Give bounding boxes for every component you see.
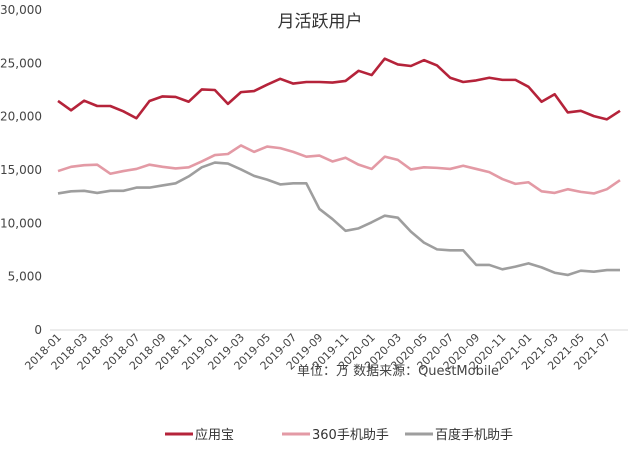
y-tick-label: 10,000 — [0, 216, 42, 230]
y-axis: 0 5,000 10,000 15,000 20,000 25,000 30,000 — [0, 3, 42, 337]
legend-item: 360手机助手 — [282, 428, 389, 443]
series-line — [57, 144, 621, 195]
y-tick-label: 25,000 — [0, 56, 42, 70]
series-line — [57, 57, 621, 121]
series-lines — [57, 57, 621, 277]
legend-label: 应用宝 — [195, 427, 234, 443]
y-tick-label: 5,000 — [8, 270, 42, 284]
legend: 应用宝 360手机助手 百度手机助手 — [165, 427, 513, 443]
chart-subtitle: 单位：万 数据来源：QuestMobile — [297, 364, 499, 379]
legend-label: 百度手机助手 — [435, 427, 513, 443]
y-tick-label: 20,000 — [0, 110, 42, 124]
y-tick-label: 0 — [34, 323, 42, 337]
series-line — [57, 161, 620, 277]
legend-item: 应用宝 — [165, 427, 234, 443]
legend-label: 360手机助手 — [312, 428, 389, 443]
y-tick-label: 15,000 — [0, 163, 42, 177]
legend-item: 百度手机助手 — [405, 427, 513, 443]
chart-title: 月活跃用户 — [278, 12, 363, 32]
y-tick-label: 30,000 — [0, 3, 42, 17]
